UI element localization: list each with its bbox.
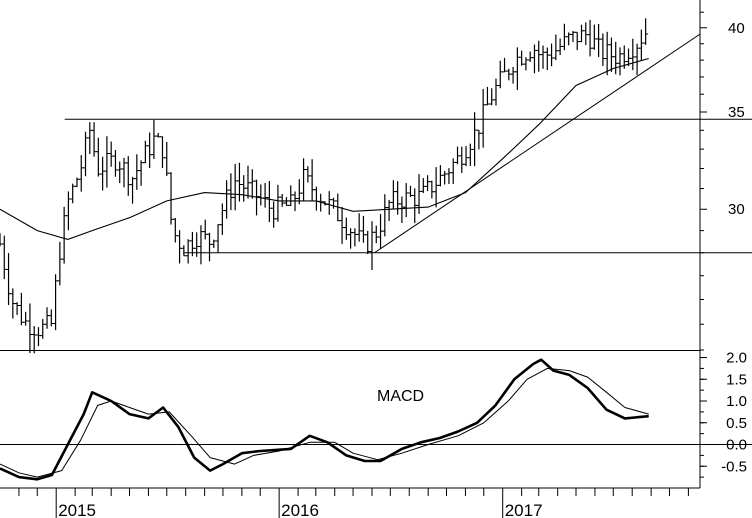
y-tick-label: 40: [728, 20, 745, 37]
ohlc-bar: [643, 18, 649, 45]
ohlc-bars: [0, 18, 649, 354]
macd-line: [0, 358, 649, 481]
time-axis: 2015 2016 2017: [0, 487, 700, 518]
macd-y-tick-label: 1.0: [726, 393, 747, 410]
macd-label: MACD: [377, 388, 424, 405]
y-tick-label: 35: [728, 104, 745, 121]
macd-y-axis: -0.5 0.0 0.5 1.0 1.5 2.0: [700, 350, 747, 478]
macd-y-tick-label: 0.5: [726, 415, 747, 432]
y-tick-label: 30: [728, 201, 745, 218]
year-label: 2016: [281, 501, 319, 518]
moving-average-line: [0, 57, 649, 240]
macd-signal-line: [0, 367, 649, 478]
macd-y-tick-label: 0.0: [726, 437, 747, 454]
macd-y-tick-label: 1.5: [726, 371, 747, 388]
year-label: 2017: [505, 501, 543, 518]
macd-y-tick-label: 2.0: [726, 350, 747, 367]
macd-panel: MACD -0.5 0.0 0.5 1.0 1.5 2.0: [0, 350, 752, 481]
price-y-axis: 30 35 40: [700, 11, 745, 351]
trend-line: [374, 33, 701, 254]
price-panel: 30 35 40: [0, 11, 752, 354]
macd-y-tick-label: -0.5: [721, 458, 747, 475]
chart-frame: [0, 0, 701, 488]
year-label: 2015: [58, 501, 96, 518]
